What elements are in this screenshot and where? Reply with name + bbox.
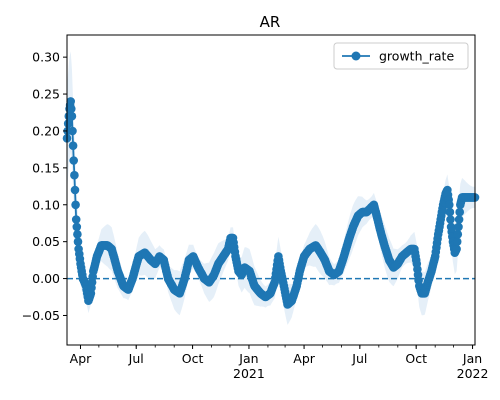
data-point — [453, 230, 463, 239]
y-axis: −0.05 0.00 0.05 0.10 0.15 0.20 0.25 0.30 — [22, 50, 67, 323]
data-point — [73, 237, 83, 246]
series-line-growth-rate — [66, 101, 475, 306]
data-point — [70, 185, 80, 195]
y-tick-label: 0.25 — [32, 87, 60, 102]
x-tick-label: Oct — [405, 351, 427, 366]
data-point — [68, 141, 78, 150]
data-point — [67, 104, 76, 114]
data-point — [445, 207, 455, 217]
data-point — [70, 170, 79, 180]
legend-entry-growth-rate: growth_rate — [379, 49, 454, 64]
series-line-layer — [66, 101, 475, 306]
y-tick-label: 0.10 — [32, 197, 60, 212]
legend-box — [333, 42, 469, 70]
data-point — [454, 222, 463, 232]
plot-frame — [66, 34, 476, 346]
data-point — [452, 237, 462, 246]
data-point — [72, 222, 82, 232]
x-tick-label: Jan — [462, 351, 482, 366]
data-point — [63, 119, 73, 128]
data-point — [69, 156, 78, 165]
y-tick-label: −0.05 — [22, 308, 60, 323]
data-point — [73, 230, 82, 239]
data-point — [445, 200, 454, 210]
chart-title: AR — [260, 13, 281, 31]
x-tick-label: Jul — [128, 351, 144, 366]
legend: growth_rate — [333, 42, 469, 70]
data-point — [446, 215, 455, 224]
data-point — [455, 207, 465, 217]
y-tick-label: 0.20 — [32, 123, 60, 138]
data-point — [71, 215, 81, 224]
data-point — [452, 244, 461, 254]
y-tick-label: 0.00 — [32, 271, 60, 286]
data-point — [68, 126, 77, 136]
x-tick-year-label: 2021 — [233, 366, 265, 381]
x-tick-year-label: 2022 — [457, 366, 489, 381]
y-tick-label: 0.15 — [32, 160, 60, 175]
x-tick-label: Apr — [70, 351, 92, 366]
series-points-layer — [62, 97, 480, 309]
data-point — [66, 97, 75, 106]
data-point — [67, 111, 77, 121]
x-tick-label: Jan — [238, 351, 258, 366]
x-tick-label: Oct — [182, 351, 204, 366]
x-tick-label: Jul — [351, 351, 367, 366]
data-point — [71, 200, 80, 210]
x-tick-label: Apr — [293, 351, 315, 366]
data-point — [454, 215, 464, 224]
y-tick-label: 0.05 — [32, 234, 60, 249]
legend-marker-swatch — [351, 51, 361, 61]
y-tick-label: 0.30 — [32, 50, 60, 65]
